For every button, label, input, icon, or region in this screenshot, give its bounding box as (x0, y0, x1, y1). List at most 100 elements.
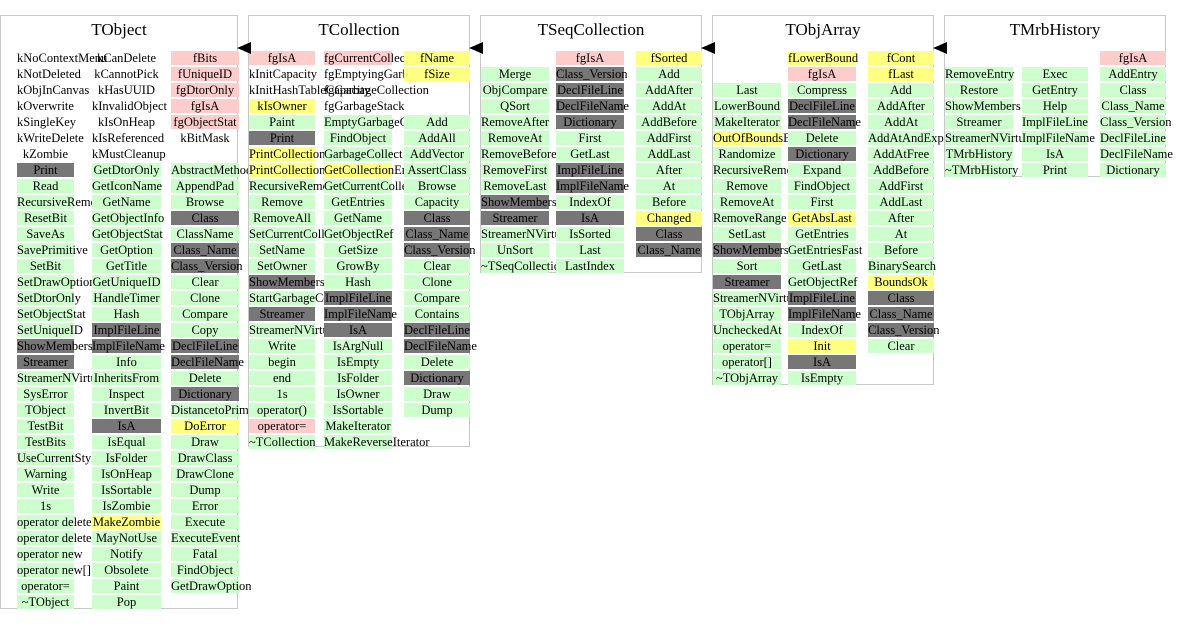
member-cell[interactable]: AddLast (636, 147, 702, 161)
member-cell[interactable]: GetOption (92, 243, 161, 257)
member-cell[interactable]: DrawClass (171, 451, 239, 465)
member-cell[interactable]: kIsOnHeap (92, 115, 161, 129)
member-cell[interactable]: Randomize (713, 147, 781, 161)
member-cell[interactable]: EmptyGarbageCollection (324, 115, 452, 129)
member-cell[interactable]: IsA (556, 211, 624, 225)
member-cell[interactable]: ImplFileLine (556, 163, 624, 177)
member-cell[interactable]: ~TCollection (249, 435, 315, 449)
member-cell[interactable]: ShowMembers (481, 195, 557, 209)
member-cell[interactable]: ExecuteEvent (171, 531, 240, 545)
member-cell[interactable]: Dump (404, 403, 470, 417)
member-cell[interactable]: Obsolete (92, 563, 161, 577)
member-cell[interactable]: Browse (404, 179, 470, 193)
member-cell[interactable]: ~TObjArray (713, 371, 781, 385)
member-cell[interactable]: ImplFileLine (788, 291, 856, 305)
member-cell[interactable]: fLast (868, 67, 934, 81)
member-cell[interactable]: Dictionary (556, 115, 624, 129)
member-cell[interactable]: RemoveLast (481, 179, 549, 193)
member-cell[interactable]: fgEmptyingGarbage (324, 67, 426, 81)
member-cell[interactable]: Dictionary (1100, 163, 1166, 177)
member-cell[interactable]: DeclFileName (171, 355, 244, 369)
member-cell[interactable]: Write (17, 483, 74, 497)
member-cell[interactable]: Compare (404, 291, 470, 305)
member-cell[interactable]: Class (404, 211, 470, 225)
member-cell[interactable]: DoError (171, 419, 239, 433)
member-cell[interactable]: OutOfBoundsError (713, 131, 810, 145)
member-cell[interactable]: AddAt (636, 99, 702, 113)
member-cell[interactable]: Streamer (17, 355, 74, 369)
member-cell[interactable]: TObjArray (713, 307, 781, 321)
member-cell[interactable]: First (788, 195, 856, 209)
member-cell[interactable]: TestBits (17, 435, 74, 449)
member-cell[interactable]: GetEntries (788, 227, 856, 241)
member-cell[interactable]: Streamer (481, 211, 549, 225)
member-cell[interactable]: Class_Version (171, 259, 243, 273)
member-cell[interactable]: fLowerBound (788, 51, 858, 65)
member-cell[interactable]: GetObjectRef (788, 275, 857, 289)
member-cell[interactable]: GrowBy (324, 259, 392, 273)
member-cell[interactable]: Merge (481, 67, 549, 81)
member-cell[interactable]: IsA (324, 323, 392, 337)
member-cell[interactable]: IsA (1022, 147, 1088, 161)
member-cell[interactable]: fgCurrentCollection (324, 51, 425, 65)
member-cell[interactable]: SysError (17, 387, 74, 401)
member-cell[interactable]: operator= (713, 339, 781, 353)
member-cell[interactable]: Class (1100, 83, 1166, 97)
member-cell[interactable]: RemoveAfter (481, 115, 549, 129)
member-cell[interactable]: Sort (713, 259, 781, 273)
member-cell[interactable]: AddAfter (868, 99, 934, 113)
member-cell[interactable]: After (636, 163, 702, 177)
member-cell[interactable]: AddVector (404, 147, 470, 161)
member-cell[interactable]: RemoveFirst (481, 163, 549, 177)
member-cell[interactable]: Streamer (945, 115, 1013, 129)
member-cell[interactable]: ResetBit (17, 211, 74, 225)
member-cell[interactable]: kInitHashTableCapacity (249, 83, 370, 97)
member-cell[interactable]: Print (249, 131, 315, 145)
member-cell[interactable]: IsArgNull (324, 339, 392, 353)
member-cell[interactable]: FindObject (324, 131, 392, 145)
member-cell[interactable]: kHasUUID (92, 83, 161, 97)
member-cell[interactable]: GetName (92, 195, 161, 209)
member-cell[interactable]: Print (1022, 163, 1088, 177)
member-cell[interactable]: QSort (481, 99, 549, 113)
member-cell[interactable]: GetObjectStat (92, 227, 163, 241)
member-cell[interactable]: IsZombie (92, 499, 161, 513)
member-cell[interactable]: StreamerNVirtual (945, 131, 1034, 145)
member-cell[interactable]: Clone (404, 275, 470, 289)
member-cell[interactable]: AddAtFree (868, 147, 934, 161)
member-cell[interactable]: Class_Version (868, 323, 940, 337)
member-cell[interactable]: MakeIterator (713, 115, 781, 129)
member-cell[interactable]: GetCollectionEntryName (324, 163, 452, 177)
member-cell[interactable]: begin (249, 355, 315, 369)
member-cell[interactable]: AddAtAndExpand (868, 131, 962, 145)
member-cell[interactable]: IsA (788, 355, 856, 369)
member-cell[interactable]: kIsOwner (249, 99, 315, 113)
member-cell[interactable]: Streamer (713, 275, 781, 289)
member-cell[interactable]: StartGarbageCollection (249, 291, 367, 305)
member-cell[interactable]: fgIsA (788, 67, 856, 81)
member-cell[interactable]: IsOwner (324, 387, 392, 401)
member-cell[interactable]: Add (404, 115, 470, 129)
member-cell[interactable]: AppendPad (171, 179, 239, 193)
member-cell[interactable]: Execute (171, 515, 239, 529)
member-cell[interactable]: Dictionary (171, 387, 239, 401)
member-cell[interactable]: IndexOf (788, 323, 856, 337)
member-cell[interactable]: GetLast (788, 259, 856, 273)
member-cell[interactable]: Class_Name (1100, 99, 1166, 113)
member-cell[interactable]: DeclFileLine (788, 99, 856, 113)
member-cell[interactable]: AddBefore (636, 115, 702, 129)
member-cell[interactable]: kWriteDelete (17, 131, 84, 145)
member-cell[interactable]: AddEntry (1100, 67, 1166, 81)
member-cell[interactable]: IsSorted (556, 227, 624, 241)
member-cell[interactable]: ShowMembers (713, 243, 789, 257)
member-cell[interactable]: DeclFileName (556, 99, 629, 113)
member-cell[interactable]: Restore (945, 83, 1013, 97)
member-cell[interactable]: InvertBit (92, 403, 161, 417)
member-cell[interactable]: DeclFileName (1100, 147, 1173, 161)
member-cell[interactable]: Class (171, 211, 239, 225)
member-cell[interactable]: TestBit (17, 419, 74, 433)
member-cell[interactable]: InheritsFrom (92, 371, 161, 385)
member-cell[interactable]: Before (636, 195, 702, 209)
member-cell[interactable]: IsOnHeap (92, 467, 161, 481)
member-cell[interactable]: Remove (713, 179, 781, 193)
